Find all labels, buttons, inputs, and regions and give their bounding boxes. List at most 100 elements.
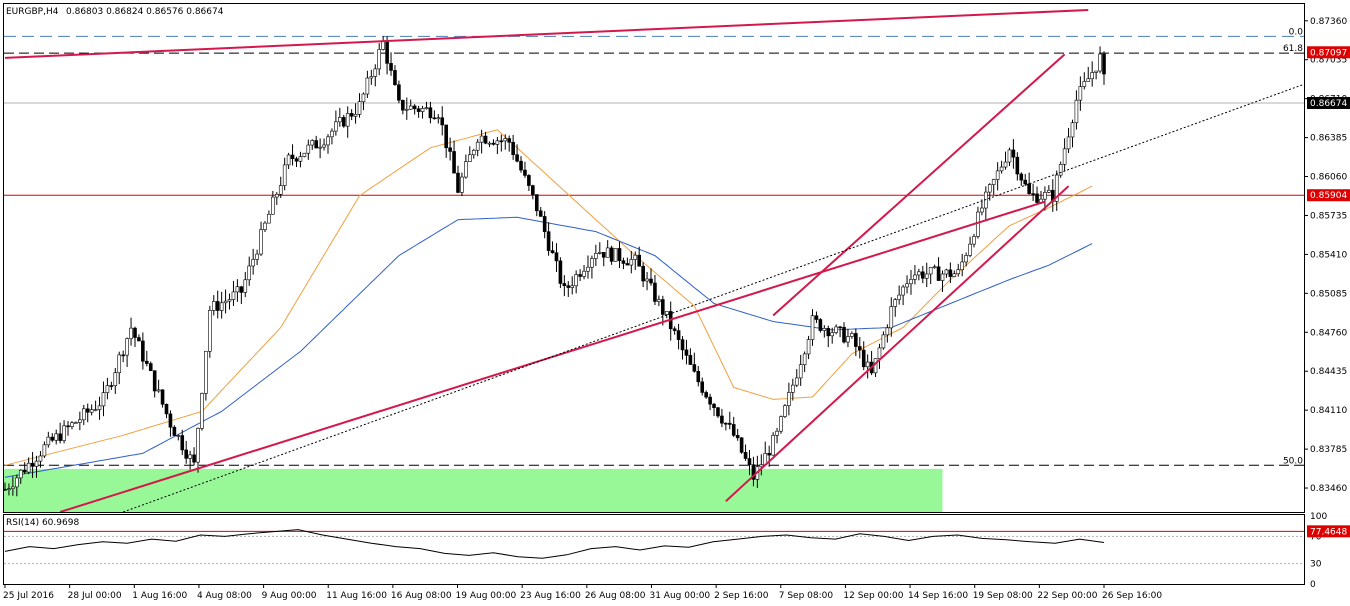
candle-body [401,99,405,111]
candle-body [30,462,35,467]
rsi-label: RSI(14) 60.9698 [6,518,79,528]
candle-body [1015,156,1020,175]
candle-body [145,360,149,364]
candle-body [842,326,846,343]
candle-body [26,462,31,473]
candle-body [1082,81,1087,87]
fib-labels: 0.0 61.8 50.0 [1283,27,1303,466]
trendline [4,8,1089,59]
candle-body [531,185,535,195]
candle-body [468,154,472,162]
candle-body [944,269,949,275]
rsi-level-tag [1307,525,1350,538]
candle-body [877,347,882,359]
candle-body [188,454,192,459]
candle-body [1062,148,1067,165]
candle-body [326,136,330,146]
candle-body [129,327,133,339]
price-tick-label: 0.87360 [1310,17,1347,27]
candle-body [676,330,681,340]
candle-body [121,354,125,357]
candle-body [436,117,441,120]
candle-body [794,377,799,386]
candle-body [137,337,141,342]
candle-body [15,477,19,488]
candle-body [148,363,153,371]
candle-body [62,425,66,441]
candle-body [349,113,354,117]
candle-body [641,265,645,282]
candle-body [511,141,515,156]
candle-body [7,488,11,491]
candle-body [822,328,827,331]
candle-body [523,169,527,176]
candle-body [341,117,346,127]
candle-body [133,327,137,338]
candle-body [460,176,464,193]
candle-body [97,405,102,410]
chart-title: EURGBP,H4 [6,7,59,17]
candle-body [838,326,842,329]
candle-body [960,261,964,271]
dotted-trendline [123,83,1304,512]
price-tick-label: 0.86385 [1310,134,1347,144]
candle-body [1098,53,1102,72]
candle-body [696,370,701,383]
candle-body [854,333,858,347]
candle-body [432,117,437,120]
candle-body [716,407,720,417]
rsi-tick-label: 0 [1310,580,1316,590]
candle-body [11,486,15,490]
candle-body [93,409,98,411]
candle-body [334,121,338,132]
candle-body [692,364,697,372]
candle-body [720,415,724,424]
candle-body [806,339,811,355]
candle-body [22,469,27,473]
candle-body [597,252,602,254]
candle-body [830,332,835,337]
candle-body [759,464,764,467]
candle-body [976,211,980,237]
candle-body [897,294,901,300]
time-tick-label: 26 Sep 16:00 [1102,591,1162,601]
candle-body [160,389,165,405]
price-tag-label: 0.85904 [1310,191,1347,201]
candle-body [456,172,460,193]
candle-body [34,460,39,467]
trendline [772,53,1066,317]
candle-body [464,161,468,178]
candle-body [731,424,736,436]
candle-body [791,384,795,393]
candle-body [802,353,807,366]
candle-body [810,315,815,340]
candle-body [936,266,941,281]
price-tag [1307,189,1350,202]
candle-body [271,196,275,215]
candle-body [164,403,169,415]
price-tick-label: 0.83460 [1310,484,1347,494]
candle-body [857,346,862,351]
candle-body [921,271,925,279]
candle-body [724,422,728,425]
candle-body [310,140,315,146]
candle-body [499,140,504,143]
candle-body [302,152,307,157]
demand-zone [4,468,943,512]
candle-body [412,105,417,110]
time-tick-label: 4 Aug 08:00 [197,591,252,601]
candle-body [865,361,870,368]
candle-body [625,263,630,266]
candle-body [889,306,894,329]
candle-body [586,266,590,272]
candle-body [239,286,244,293]
candle-body [649,278,653,284]
candle-body [208,310,212,352]
candle-body [393,70,397,86]
candle-body [373,68,378,77]
rsi-tick-label: 70 [1310,532,1322,542]
candle-body [448,147,452,152]
candle-body [318,146,322,149]
candle-body [211,301,216,311]
